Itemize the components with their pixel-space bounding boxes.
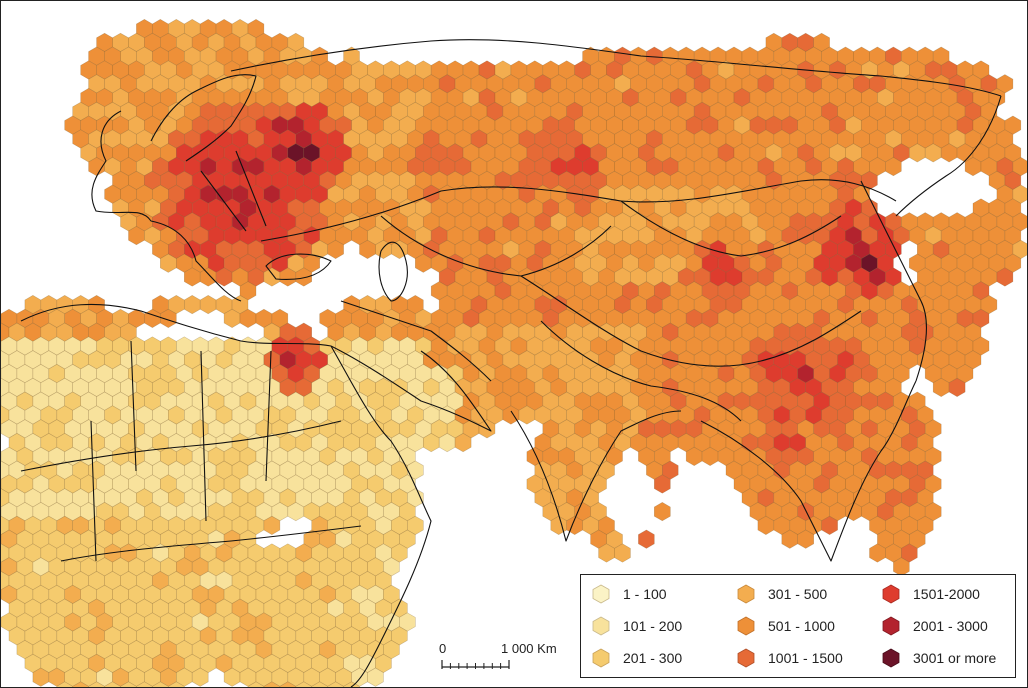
coastline-europe-west [91, 110, 242, 302]
legend-label: 1001 - 1500 [768, 650, 843, 666]
legend-item-3: 201 - 300 [591, 647, 682, 669]
hex-cell [263, 515, 281, 535]
legend-label: 2001 - 3000 [913, 618, 988, 634]
coastline-india [510, 410, 682, 542]
hexagon-swatch-icon [592, 616, 610, 636]
hex-cell [885, 157, 902, 177]
hex-grid [1, 19, 1027, 687]
hex-cell [327, 681, 344, 687]
hex-cell [821, 515, 838, 535]
hex-cell [191, 667, 209, 687]
legend-item-7: 1501-2000 [881, 583, 980, 605]
hex-cell [263, 681, 281, 687]
scale-distance-label: 1 000 Km [501, 641, 557, 656]
hex-cell [120, 681, 137, 687]
border-kazakhstan [380, 215, 612, 277]
legend-label: 1 - 100 [623, 586, 667, 602]
hexagon-swatch-icon [882, 648, 900, 668]
hex-cell [72, 681, 89, 687]
scale-zero-label: 0 [439, 641, 447, 656]
border-africa-vertical [90, 340, 272, 562]
hex-cell [247, 681, 265, 687]
border-africa-central [60, 525, 362, 562]
border-russia-south [260, 179, 897, 242]
hex-cell [136, 681, 153, 687]
hex-cell [893, 557, 910, 577]
hex-cell [279, 681, 297, 687]
hex-cell [56, 681, 73, 687]
coastline-arabia [330, 345, 492, 432]
coastline-scandinavia [150, 74, 257, 162]
hexagon-swatch-icon [737, 648, 755, 668]
hex-cell [343, 681, 360, 687]
legend-item-4: 301 - 500 [736, 583, 827, 605]
border-africa-sahel [20, 420, 342, 472]
legend-label: 3001 or more [913, 650, 997, 666]
coastline-southeast-asia [700, 380, 917, 562]
legend-item-2: 101 - 200 [591, 615, 682, 637]
hexagon-swatch-icon [592, 584, 610, 604]
hexagon-swatch-icon [882, 616, 900, 636]
coastline-africa-east [330, 345, 432, 687]
legend-label: 101 - 200 [623, 618, 683, 634]
hexagon-swatch-icon [592, 648, 610, 668]
legend-label: 201 - 300 [623, 650, 683, 666]
scale-bar: 0 1 000 Km [439, 641, 559, 671]
hex-cell [653, 502, 671, 522]
hex-cell [367, 667, 384, 687]
country-borders [20, 39, 1002, 687]
hex-cell [638, 529, 655, 549]
hex-cell [948, 377, 966, 397]
border-mongolia [620, 200, 842, 257]
legend-item-9: 3001 or more [881, 647, 996, 669]
hex-cell [104, 681, 121, 687]
hex-cell [168, 681, 185, 687]
hex-cell [152, 681, 169, 687]
legend-item-6: 1001 - 1500 [736, 647, 843, 669]
hexagon-swatch-icon [737, 584, 755, 604]
legend-box: 1 - 100 101 - 200 201 - 300 301 - 500 50… [580, 574, 1016, 678]
legend-item-8: 2001 - 3000 [881, 615, 988, 637]
legend-item-5: 501 - 1000 [736, 615, 835, 637]
legend-label: 301 - 500 [768, 586, 828, 602]
coastline-pacific [895, 95, 1002, 217]
hex-cell [996, 267, 1014, 287]
hex-cell [184, 295, 201, 315]
caspian-sea [378, 241, 408, 302]
hex-cell [295, 681, 313, 687]
black-sea [265, 253, 332, 280]
coastline-china-east [860, 180, 927, 382]
border-india-north [540, 320, 742, 422]
hex-cell [311, 681, 329, 687]
hex-cell [88, 681, 105, 687]
hex-cell [199, 295, 217, 315]
legend-label: 1501-2000 [913, 586, 980, 602]
border-europe-east [200, 150, 267, 232]
legend-label: 501 - 1000 [768, 618, 835, 634]
scale-ruler [441, 660, 510, 669]
hexagon-swatch-icon [737, 616, 755, 636]
hex-cell [454, 433, 472, 453]
hex-cell [797, 529, 815, 549]
coastline-arctic [230, 39, 1002, 97]
coastline-africa-north [20, 303, 332, 347]
legend-item-1: 1 - 100 [591, 583, 667, 605]
border-china-west [520, 275, 862, 367]
hex-cell [327, 239, 344, 259]
hexagon-swatch-icon [882, 584, 900, 604]
hex-cell [653, 474, 671, 494]
hex-cell [614, 543, 631, 563]
hex-cell [295, 267, 313, 287]
border-middle-east [340, 300, 492, 382]
